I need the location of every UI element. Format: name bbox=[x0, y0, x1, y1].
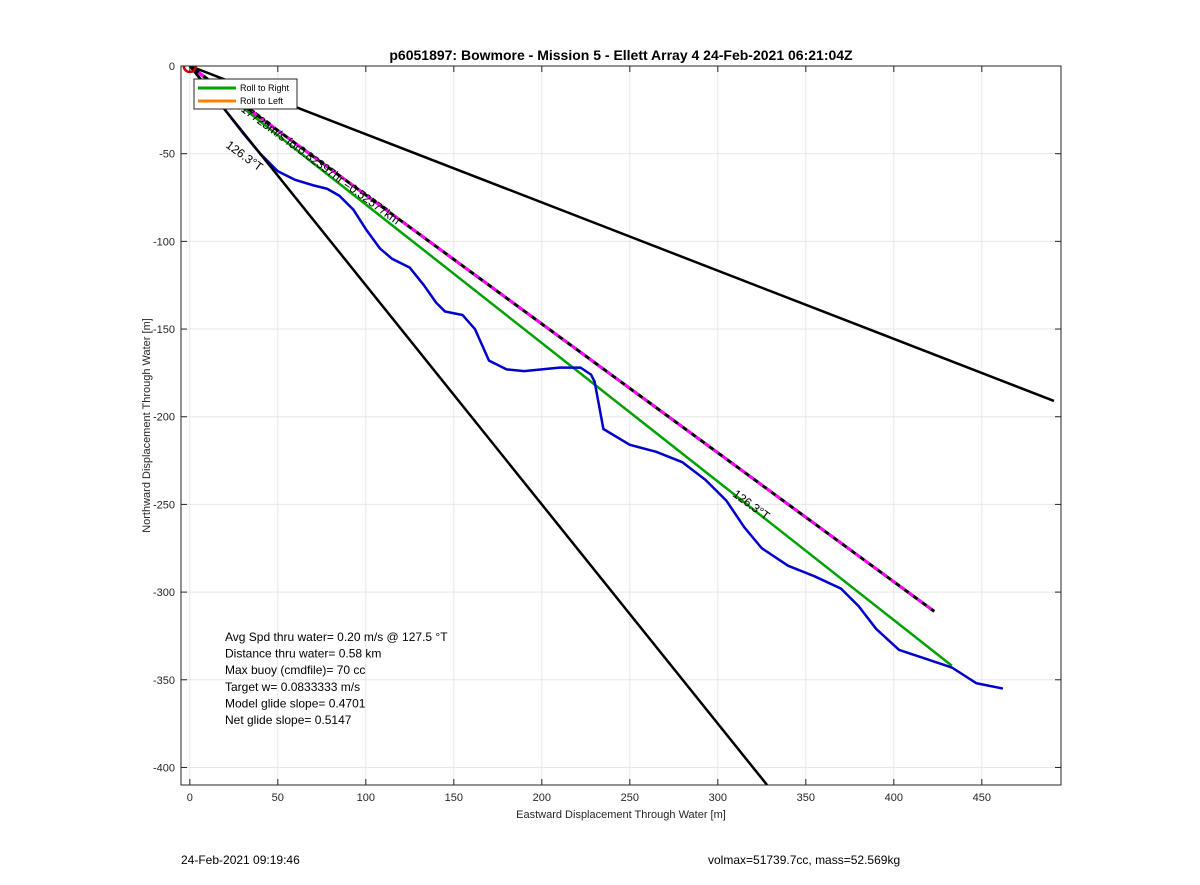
x-tick-label: 200 bbox=[533, 792, 551, 804]
stats-line-0: Avg Spd thru water= 0.20 m/s @ 127.5 °T bbox=[225, 630, 448, 644]
series-group bbox=[182, 66, 1055, 785]
x-tick-label: 0 bbox=[187, 792, 193, 804]
legend-box bbox=[193, 78, 298, 110]
series-line-1 bbox=[188, 66, 1004, 690]
series-line-0 bbox=[189, 66, 953, 667]
x-tick-label: 400 bbox=[885, 792, 903, 804]
series-line-3 bbox=[189, 66, 1055, 403]
footer-volmax-mass: volmax=51739.7cc, mass=52.569kg bbox=[708, 853, 901, 867]
stats-line-5: Net glide slope= 0.5147 bbox=[225, 713, 352, 727]
legend-label-1: Roll to Left bbox=[240, 96, 284, 106]
footer-timestamp: 24-Feb-2021 09:19:46 bbox=[181, 853, 300, 867]
x-tick-label: 300 bbox=[709, 792, 727, 804]
stats-line-1: Distance thru water= 0.58 km bbox=[225, 647, 381, 661]
series-line-2-base bbox=[188, 66, 936, 613]
x-tick-label: 150 bbox=[445, 792, 463, 804]
plot-area-background bbox=[181, 66, 1061, 785]
y-tick-label: -400 bbox=[153, 762, 175, 774]
y-tick-label: -300 bbox=[153, 587, 175, 599]
x-tick-label: 450 bbox=[973, 792, 991, 804]
x-tick-label: 250 bbox=[621, 792, 639, 804]
y-tick-label: -100 bbox=[153, 236, 175, 248]
stats-line-3: Target w= 0.0833333 m/s bbox=[225, 680, 360, 694]
stats-text-block: Avg Spd thru water= 0.20 m/s @ 127.5 °T D… bbox=[225, 630, 448, 727]
y-tick-label: 0 bbox=[169, 61, 175, 73]
legend: Roll to Right Roll to Left bbox=[193, 78, 298, 110]
y-tick-label: -350 bbox=[153, 675, 175, 687]
x-axis-ticks: 0 50 100 150 200 250 300 350 400 450 bbox=[187, 66, 991, 804]
series-line-4 bbox=[188, 66, 769, 785]
legend-label-0: Roll to Right bbox=[240, 83, 290, 93]
plot-area-border bbox=[180, 65, 1062, 786]
stats-line-2: Max buoy (cmdfile)= 70 cc bbox=[225, 663, 365, 677]
y-tick-label: -200 bbox=[153, 412, 175, 424]
y-axis-label: Northward Displacement Through Water [m] bbox=[141, 318, 153, 533]
y-tick-label: -50 bbox=[159, 149, 175, 161]
y-axis-ticks: 0 -50 -100 -150 -200 -250 -300 -350 -400 bbox=[153, 61, 1061, 774]
x-tick-label: 350 bbox=[797, 792, 815, 804]
y-tick-label: -250 bbox=[153, 499, 175, 511]
x-axis-label: Eastward Displacement Through Water [m] bbox=[516, 809, 726, 821]
x-tick-label: 100 bbox=[357, 792, 375, 804]
stats-line-4: Model glide slope= 0.4701 bbox=[225, 696, 366, 710]
chart-title: p6051897: Bowmore - Mission 5 - Ellett A… bbox=[389, 47, 853, 63]
x-tick-label: 50 bbox=[272, 792, 284, 804]
y-tick-label: -150 bbox=[153, 324, 175, 336]
